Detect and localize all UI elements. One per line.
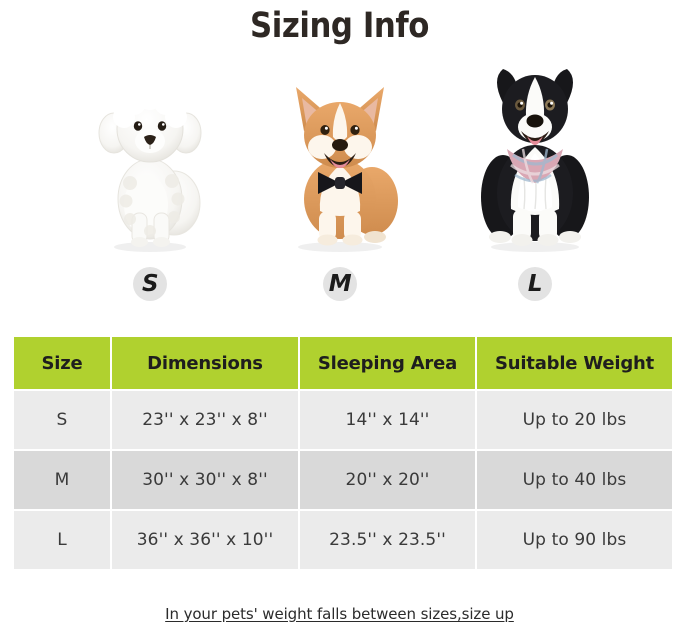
size-illustration-s: S bbox=[55, 60, 245, 305]
cell-dimensions: 36'' x 36'' x 10'' bbox=[112, 511, 300, 569]
column-header-size: Size bbox=[14, 337, 112, 391]
column-header-suitable-weight: Suitable Weight bbox=[477, 337, 672, 391]
size-illustration-m: M bbox=[245, 60, 435, 305]
cell-suitable-weight: Up to 90 lbs bbox=[477, 511, 672, 569]
dog-size-comparison: S bbox=[0, 60, 679, 305]
bandana-icon bbox=[507, 148, 563, 184]
sizing-footer-note: In your pets' weight falls between sizes… bbox=[165, 605, 514, 623]
bichon-frise-icon bbox=[98, 84, 202, 252]
column-header-sleeping-area: Sleeping Area bbox=[300, 337, 477, 391]
sizing-table: Size Dimensions Sleeping Area Suitable W… bbox=[14, 337, 672, 569]
size-illustration-l: L bbox=[440, 60, 630, 305]
corgi-bowtie-icon bbox=[296, 87, 398, 252]
cell-suitable-weight: Up to 20 lbs bbox=[477, 391, 672, 451]
page-title: Sizing Info bbox=[249, 6, 430, 46]
border-collie-bandana-icon bbox=[481, 69, 589, 252]
table-row: M 30'' x 30'' x 8'' 20'' x 20'' Up to 40… bbox=[14, 451, 672, 511]
cell-dimensions: 23'' x 23'' x 8'' bbox=[112, 391, 300, 451]
table-row: L 36'' x 36'' x 10'' 23.5'' x 23.5'' Up … bbox=[14, 511, 672, 569]
cell-sleeping-area: 20'' x 20'' bbox=[300, 451, 477, 511]
cell-sleeping-area: 14'' x 14'' bbox=[300, 391, 477, 451]
table-header-row: Size Dimensions Sleeping Area Suitable W… bbox=[14, 337, 672, 391]
table-row: S 23'' x 23'' x 8'' 14'' x 14'' Up to 20… bbox=[14, 391, 672, 451]
bow-tie-icon bbox=[318, 172, 362, 194]
cell-suitable-weight: Up to 40 lbs bbox=[477, 451, 672, 511]
cell-size: L bbox=[14, 511, 112, 569]
size-badge-s: S bbox=[133, 267, 167, 301]
column-header-dimensions: Dimensions bbox=[112, 337, 300, 391]
cell-size: S bbox=[14, 391, 112, 451]
cell-sleeping-area: 23.5'' x 23.5'' bbox=[300, 511, 477, 569]
size-badge-l: L bbox=[518, 267, 552, 301]
size-badge-m: M bbox=[323, 267, 357, 301]
cell-size: M bbox=[14, 451, 112, 511]
cell-dimensions: 30'' x 30'' x 8'' bbox=[112, 451, 300, 511]
